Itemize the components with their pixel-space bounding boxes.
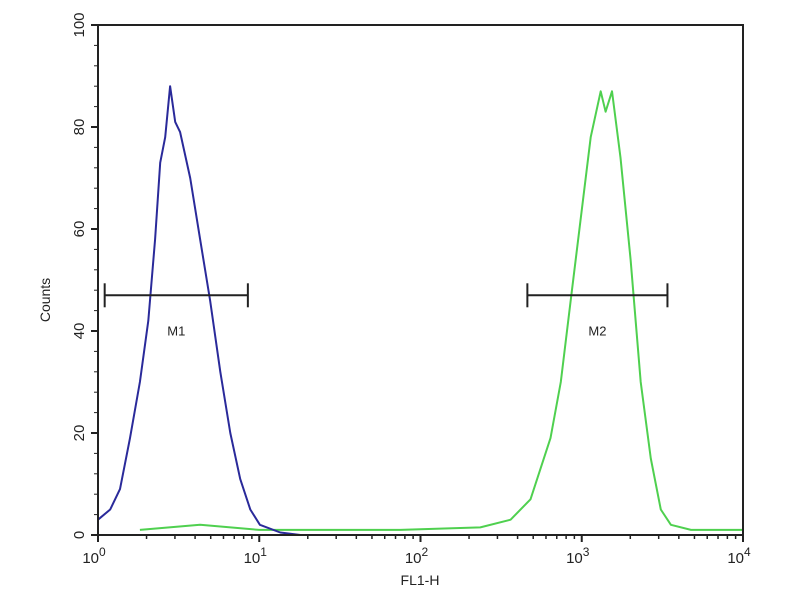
series-line xyxy=(97,85,743,536)
y-tick-label: 20 xyxy=(71,425,88,442)
x-tick-label: 100 xyxy=(82,545,106,567)
markers-layer: M1 M2 xyxy=(103,283,669,338)
x-axis-title: FL1-H xyxy=(401,572,440,588)
y-tick-label: 100 xyxy=(71,12,88,37)
y-axis-title: Counts xyxy=(37,278,53,322)
x-tick-label: 102 xyxy=(405,545,429,567)
series-layer xyxy=(97,85,743,536)
y-tick-label: 60 xyxy=(71,221,88,238)
plot-frame xyxy=(97,24,744,536)
y-tick-label: 0 xyxy=(71,531,88,539)
x-tick-label: 103 xyxy=(566,545,590,567)
gate-marker-m2: M2 xyxy=(526,283,669,338)
ticks-layer: 100 101 102 103 104 0 20 40 60 80 100 xyxy=(71,12,751,567)
series-line xyxy=(139,90,743,531)
x-tick-label: 104 xyxy=(727,545,751,567)
y-tick-label: 80 xyxy=(71,119,88,136)
gate-label: M1 xyxy=(167,323,185,338)
y-tick-label: 40 xyxy=(71,323,88,340)
gate-label: M2 xyxy=(588,323,606,338)
gate-marker-m1: M1 xyxy=(103,283,249,338)
x-tick-label: 101 xyxy=(244,545,268,567)
